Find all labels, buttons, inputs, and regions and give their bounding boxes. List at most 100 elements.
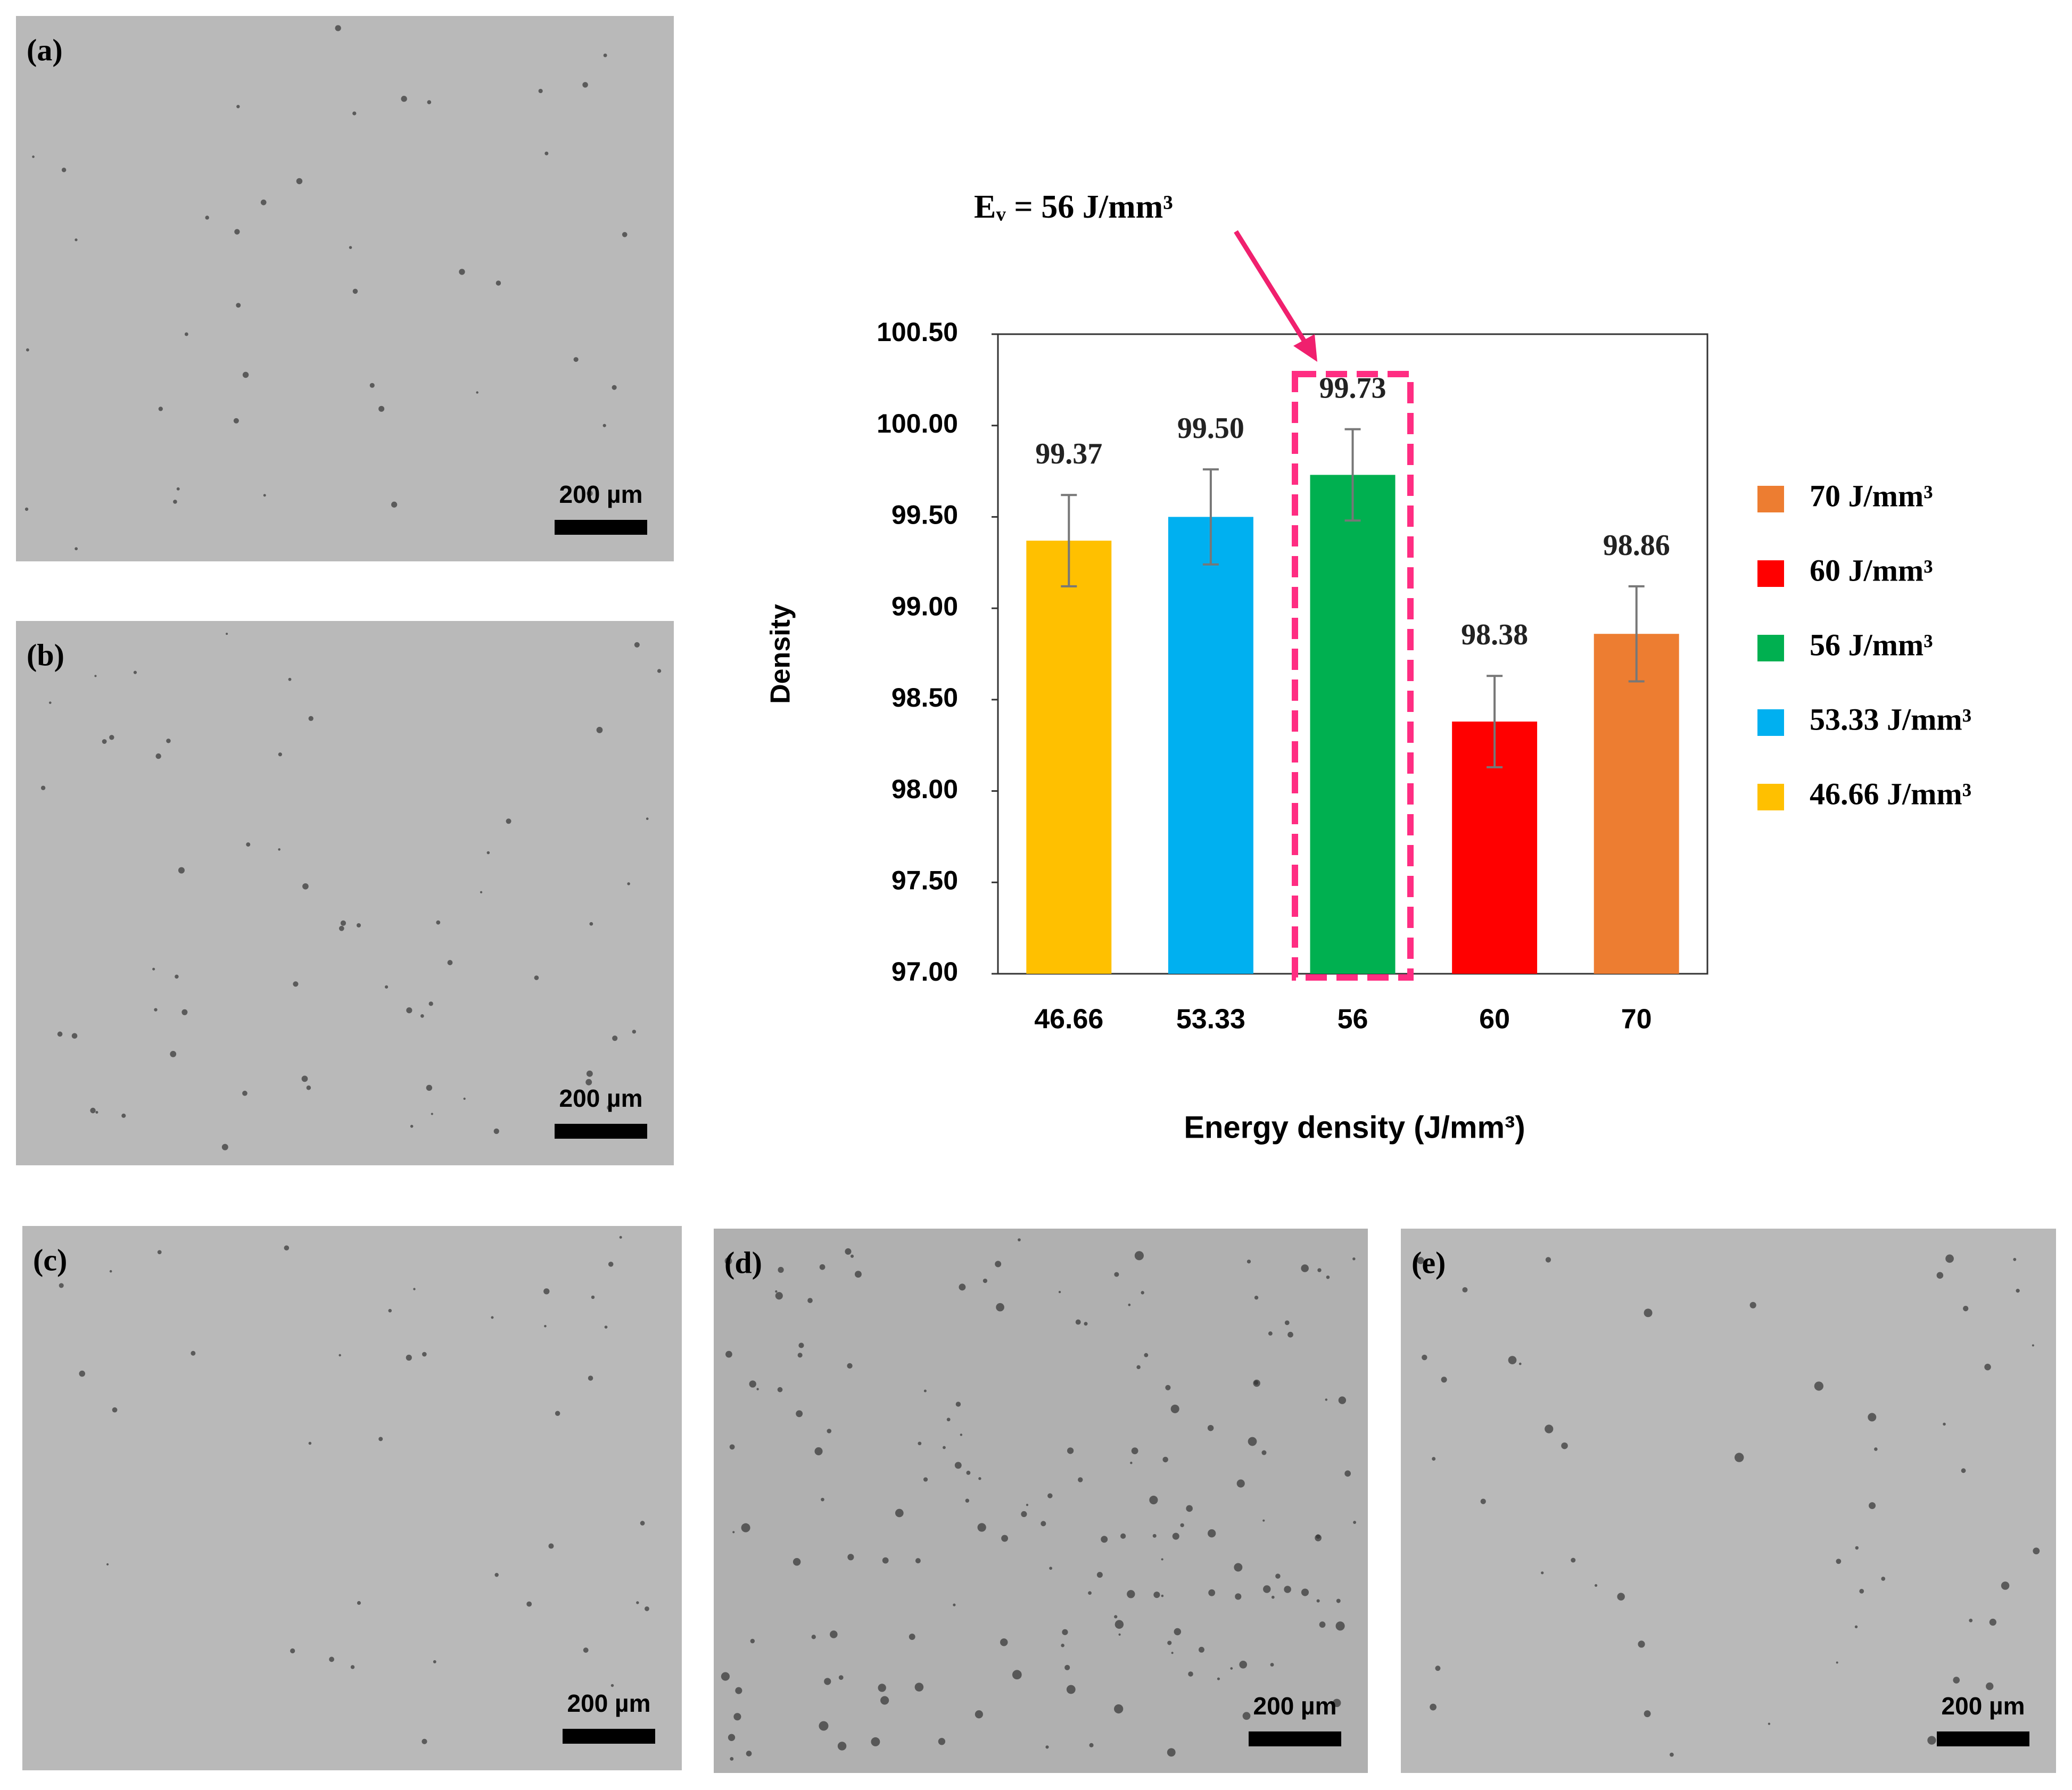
legend-swatch — [1757, 486, 1784, 512]
pore — [1595, 1584, 1598, 1587]
pore — [1338, 1396, 1347, 1404]
pore — [612, 385, 617, 390]
pore — [106, 1563, 109, 1565]
pore — [837, 1742, 847, 1751]
pore — [960, 1433, 963, 1436]
pore — [1734, 1453, 1744, 1462]
pore — [622, 231, 628, 237]
pore — [954, 1462, 962, 1469]
pore — [1114, 1615, 1118, 1619]
pore — [538, 88, 543, 94]
pore — [1165, 1385, 1171, 1390]
pore — [1134, 1251, 1144, 1261]
pore — [378, 405, 385, 412]
scale-bar-label: 200 µm — [559, 1084, 643, 1112]
pore — [1301, 1588, 1309, 1596]
data-label: 98.38 — [1461, 618, 1528, 651]
pore — [1881, 1577, 1886, 1581]
pore — [236, 303, 241, 308]
pore — [388, 1308, 392, 1313]
pore — [32, 155, 35, 158]
bar — [1026, 541, 1112, 974]
pore — [1001, 1535, 1009, 1542]
pore — [756, 1388, 759, 1390]
pore — [1669, 1752, 1674, 1757]
x-tick-label: 53.33 — [1176, 1004, 1245, 1035]
panel-label: (a) — [27, 32, 63, 67]
pore — [1953, 1677, 1960, 1684]
pore — [413, 1288, 416, 1290]
pore — [1986, 1682, 1994, 1690]
pore — [965, 1498, 970, 1503]
pore — [619, 1236, 622, 1239]
pore — [242, 1090, 247, 1096]
pore — [1208, 1589, 1216, 1596]
pore — [589, 922, 593, 926]
pore — [1066, 1685, 1076, 1694]
pore — [1859, 1589, 1864, 1594]
pore — [728, 1734, 736, 1741]
pore — [94, 675, 97, 677]
pore — [634, 642, 640, 648]
pore — [586, 1070, 593, 1077]
pore — [391, 501, 398, 508]
pore — [1064, 1664, 1070, 1670]
pore — [284, 1245, 290, 1250]
pore — [506, 818, 511, 824]
pore — [357, 1601, 361, 1605]
pore — [61, 168, 67, 172]
pore — [1141, 1291, 1144, 1295]
pore — [918, 1441, 922, 1446]
pore — [555, 1411, 560, 1416]
highlight-box — [1292, 371, 1414, 981]
pore — [1128, 1303, 1131, 1306]
pore — [838, 1675, 844, 1680]
pore — [1115, 1620, 1124, 1629]
pore — [349, 246, 352, 249]
pore — [735, 1687, 742, 1694]
pore — [975, 1710, 983, 1719]
pore — [496, 280, 501, 286]
pore — [830, 1630, 838, 1638]
pore — [797, 1353, 803, 1358]
pore — [306, 1085, 311, 1090]
pore — [90, 1107, 96, 1114]
pore — [170, 1051, 177, 1057]
pore — [819, 1721, 829, 1731]
pore — [646, 817, 649, 821]
scale-bar — [563, 1729, 655, 1744]
pore — [627, 882, 630, 885]
y-axis-title: Density — [765, 604, 796, 704]
scale-bar — [555, 520, 647, 535]
pore — [978, 1477, 981, 1480]
pore — [725, 1350, 732, 1358]
pore — [1301, 1264, 1309, 1272]
x-tick-label: 70 — [1621, 1004, 1652, 1035]
pore — [427, 100, 432, 104]
pore — [191, 1350, 196, 1356]
pore — [1021, 1511, 1027, 1518]
y-tick-label: 99.50 — [891, 500, 958, 530]
pore — [356, 923, 361, 928]
data-label: 99.73 — [1319, 371, 1386, 404]
pore — [1545, 1257, 1551, 1263]
pore — [422, 1738, 427, 1744]
pore — [173, 500, 177, 504]
pore — [1943, 1422, 1946, 1426]
pore — [246, 842, 251, 847]
pore — [95, 1111, 98, 1114]
pore — [339, 925, 344, 931]
pore — [811, 1635, 816, 1639]
pore — [1235, 1593, 1242, 1600]
error-bar — [1061, 494, 1077, 587]
pore — [1188, 1671, 1193, 1677]
pore — [1836, 1661, 1838, 1664]
pore — [612, 1035, 618, 1041]
pore — [1270, 1663, 1274, 1667]
pore — [1152, 1534, 1157, 1538]
pore — [775, 1290, 778, 1293]
pore — [1315, 1534, 1322, 1542]
pore — [871, 1737, 880, 1746]
pore — [827, 1429, 832, 1433]
